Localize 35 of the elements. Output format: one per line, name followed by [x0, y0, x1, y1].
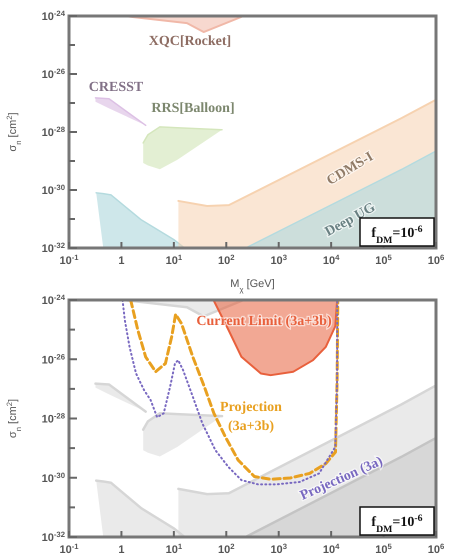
x-tick-label: 10$^{2}$: [218, 252, 235, 267]
x-tick-label: 10$^{4}$: [322, 252, 340, 267]
x-tick-label: 10$^{6}$: [428, 542, 444, 556]
y-tick-label: 10$^{-26}$: [42, 352, 65, 366]
y-tick-label: 10$^{-24}$: [42, 292, 66, 307]
y-tick-label: 10$^{-32}$: [42, 240, 65, 255]
series-label: XQC[Rocket]: [148, 34, 232, 49]
y-tick-label: 10$^{-30}$: [42, 470, 65, 485]
y-tick-label: 10$^{-28}$: [42, 124, 66, 139]
x-tick-label: 10$^{6}$: [428, 252, 444, 267]
y-tick-label: 10$^{-28}$: [42, 411, 66, 426]
series-label: RRS[Balloon]: [151, 101, 235, 116]
x-tick-label: 10$^{4}$: [322, 542, 340, 556]
x-tick-label: 10$^{5}$: [375, 542, 393, 556]
annotation: f$_{DM}$=10$^{-6}$: [371, 224, 423, 246]
x-axis-title: M$_{χ}$ [GeV]: [230, 278, 275, 294]
x-tick-label: 10$^{-1}$: [59, 252, 80, 267]
annotation: f$_{DM}$=10$^{-6}$: [371, 512, 423, 534]
note-box: f$_{DM}$=10$^{-6}$: [359, 506, 435, 536]
x-tick-label: 1: [118, 255, 124, 267]
y-tick-label: 10$^{-32}$: [42, 530, 65, 544]
x-tick-label: 10$^{3}$: [270, 252, 287, 267]
x-tick-label: 10$^{3}$: [270, 542, 287, 556]
note-box: f$_{DM}$=10$^{-6}$: [359, 217, 435, 247]
series-label: Projection (3a+3b): [220, 400, 282, 434]
x-tick-label: 10$^{1}$: [166, 542, 183, 556]
x-tick-label: 10$^{1}$: [166, 252, 183, 267]
x-tick-label: 1: [118, 544, 124, 556]
y-tick-label: 10$^{-24}$: [42, 8, 66, 23]
y-tick-label: 10$^{-30}$: [42, 182, 65, 197]
x-tick-label: 10$^{5}$: [375, 252, 393, 267]
x-tick-label: 10$^{-1}$: [59, 542, 80, 556]
series-label: CRESST: [88, 80, 144, 95]
y-tick-label: 10$^{-26}$: [42, 66, 65, 81]
x-tick-label: 10$^{2}$: [218, 542, 235, 556]
